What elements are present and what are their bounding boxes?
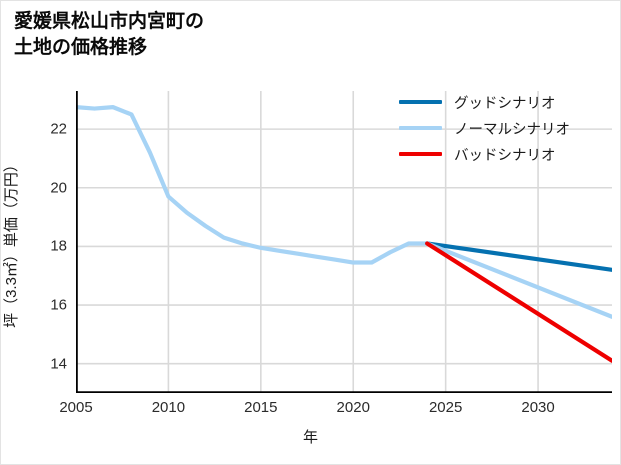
legend-label: グッドシナリオ	[454, 95, 556, 112]
chart-legend: グッドシナリオ ノーマルシナリオ バッドシナリオ	[399, 89, 613, 167]
legend-item[interactable]: ノーマルシナリオ	[399, 115, 613, 141]
legend-label: バッドシナリオ	[454, 147, 556, 164]
x-tick-label: 2010	[151, 399, 186, 416]
x-tick-label: 2005	[59, 399, 93, 416]
series-line	[76, 105, 430, 265]
series-line	[425, 241, 612, 272]
legend-item[interactable]: バッドシナリオ	[399, 141, 613, 167]
x-axis-label: 年	[302, 429, 318, 446]
x-tick-label: 2015	[244, 399, 278, 416]
series-line	[425, 241, 612, 319]
y-axis-label-container: 坪（3.3㎡）単価（万円）	[1, 91, 21, 393]
plot-svg	[76, 91, 612, 393]
chart-title: 愛媛県松山市内宮町の 土地の価格推移	[14, 11, 205, 59]
legend-color-swatch	[399, 126, 442, 130]
y-tick-label: 20	[50, 179, 67, 197]
series-line	[425, 241, 612, 363]
y-tick-label: 14	[50, 355, 67, 373]
y-tick-label: 16	[50, 296, 67, 314]
plot-area	[76, 91, 612, 393]
legend-label: ノーマルシナリオ	[454, 121, 570, 138]
x-tick-label: 2030	[521, 399, 555, 416]
legend-item[interactable]: グッドシナリオ	[399, 89, 613, 115]
y-tick-label: 22	[50, 120, 67, 138]
x-tick-label: 2025	[428, 399, 463, 416]
legend-color-swatch	[399, 100, 442, 104]
x-tick-label: 2020	[336, 399, 370, 416]
legend-color-swatch	[399, 152, 442, 156]
y-tick-label: 18	[50, 237, 67, 255]
y-axis-label: 坪（3.3㎡）単価（万円）	[2, 156, 20, 328]
